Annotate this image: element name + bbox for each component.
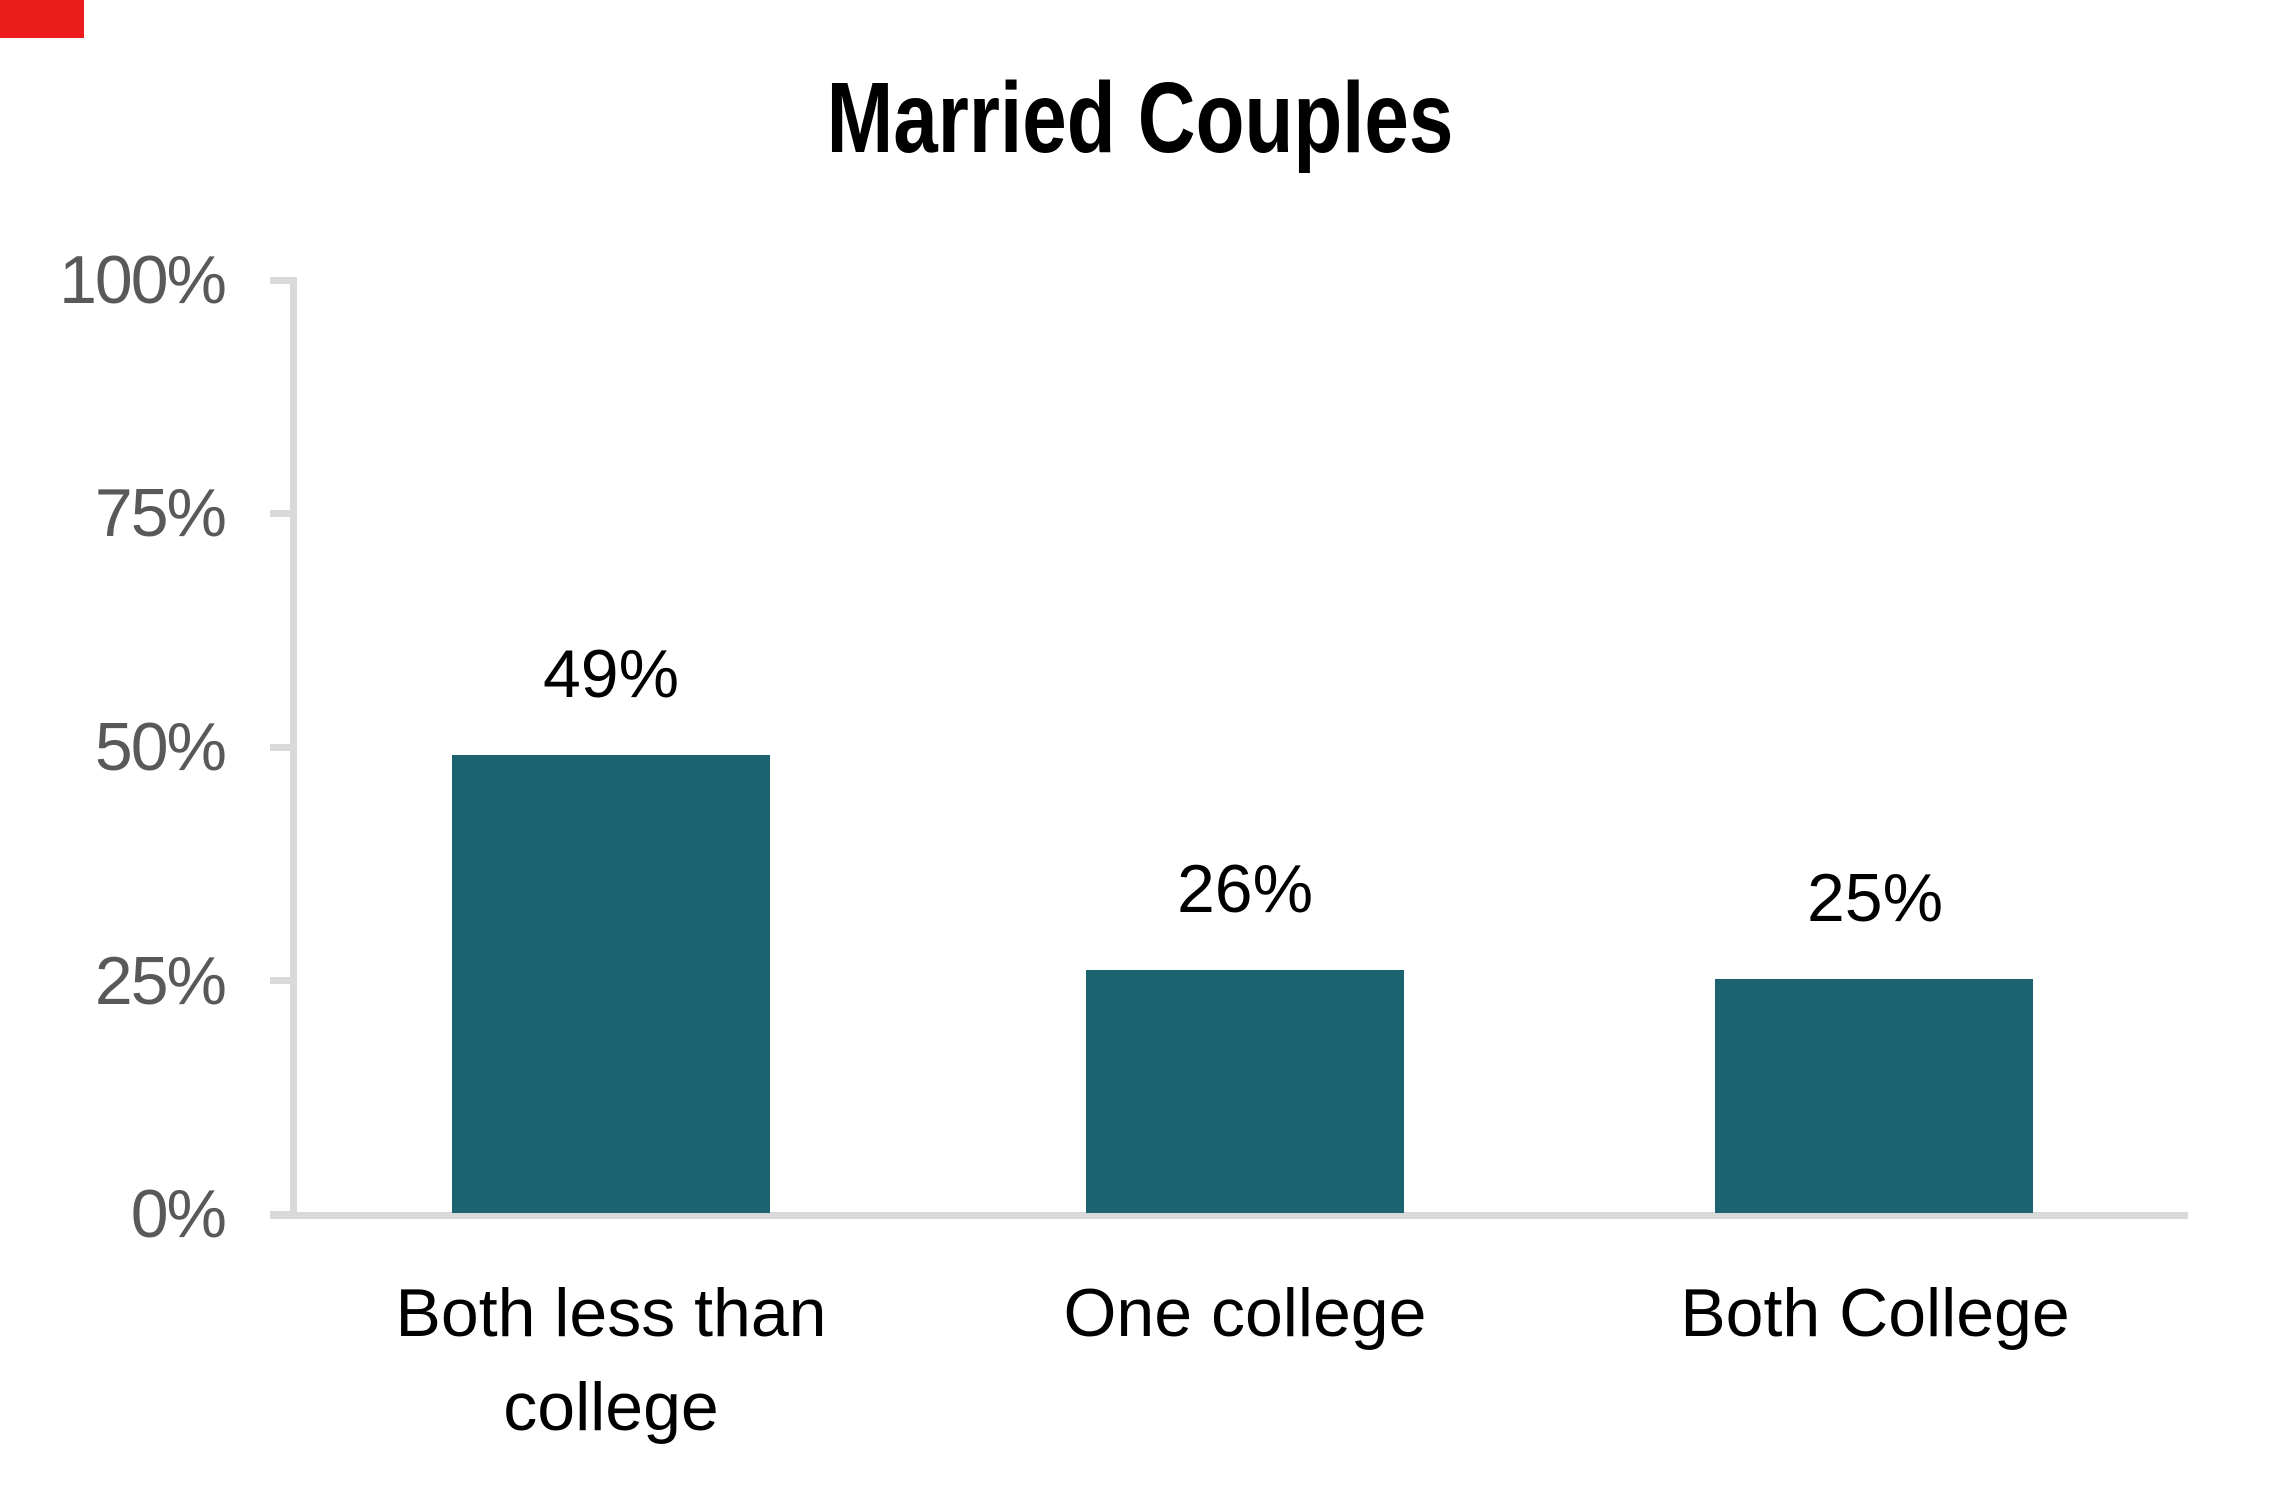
y-tick-label-75: 75% — [94, 475, 227, 551]
chart-title: Married Couples — [826, 62, 1454, 174]
value-label-both-less-than-college: 49% — [542, 636, 680, 712]
y-axis-tick-25 — [270, 977, 297, 984]
y-axis-tick-75 — [270, 510, 297, 517]
value-label-one-college: 26% — [1176, 851, 1314, 927]
bar-one-college — [1086, 970, 1404, 1213]
y-tick-label-50: 50% — [94, 709, 227, 785]
x-axis-line — [270, 1212, 2188, 1219]
y-axis-tick-0 — [270, 1211, 297, 1218]
category-label-both-college: Both College — [1680, 1275, 2070, 1351]
category-label-one-college: One college — [1063, 1275, 1427, 1351]
y-tick-label-25: 25% — [94, 943, 227, 1019]
y-axis-tick-100 — [270, 277, 297, 284]
bar-both-college — [1715, 979, 2033, 1213]
bar-both-less-than-college — [452, 755, 770, 1213]
value-label-both-college: 25% — [1806, 860, 1944, 936]
category-label-both-less-than-college: Both less than college — [395, 1275, 827, 1445]
y-tick-label-0: 0% — [130, 1176, 227, 1252]
y-tick-label-100: 100% — [59, 242, 227, 318]
y-axis-tick-50 — [270, 744, 297, 751]
red-corner-marker — [0, 0, 84, 38]
